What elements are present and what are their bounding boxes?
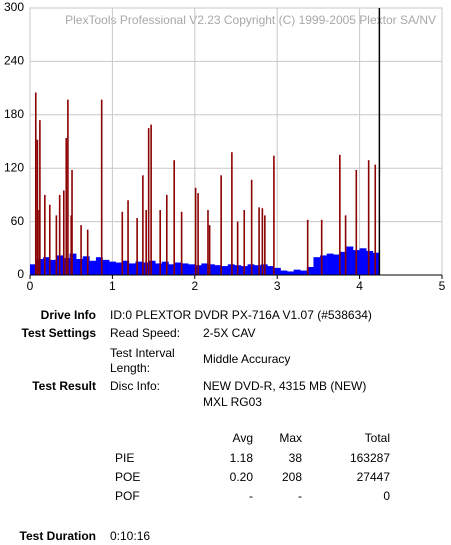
bar [273, 267, 281, 275]
bar [95, 257, 103, 275]
x-tick-label: 3 [274, 279, 281, 293]
bar [89, 260, 97, 275]
bar [280, 270, 288, 275]
bar [326, 253, 334, 275]
bar [359, 248, 367, 275]
bar [155, 263, 163, 275]
column-header: Max [279, 431, 302, 445]
bar [109, 261, 116, 275]
bar [102, 259, 110, 275]
y-tick-label: 180 [4, 107, 24, 121]
bar [135, 261, 143, 275]
watermark: PlexTools Professional V2.23 Copyright (… [65, 13, 436, 27]
column-header: Avg [232, 431, 253, 445]
cell: - [249, 489, 253, 503]
chart: PlexTools Professional V2.23 Copyright (… [4, 0, 446, 293]
label: Drive Info [40, 308, 96, 322]
bar [128, 263, 136, 275]
value: NEW DVD-R, 4315 MB (NEW) [203, 379, 367, 393]
bar [82, 256, 90, 275]
bar [201, 263, 209, 275]
bar [188, 264, 196, 275]
bar [175, 262, 182, 275]
bar [161, 261, 169, 275]
value: ID:0 PLEXTOR DVDR PX-716A V1.07 (#538634… [110, 308, 372, 322]
bar [122, 260, 130, 275]
value: 0:10:16 [110, 529, 151, 543]
bar [320, 255, 327, 275]
cell: 38 [288, 451, 302, 465]
row-label: POE [115, 470, 141, 484]
bar [168, 264, 176, 275]
y-tick-label: 0 [17, 267, 24, 281]
bar [313, 257, 321, 275]
value: MXL RG03 [203, 395, 262, 409]
key: Test Interval Length: [110, 346, 175, 375]
x-tick-label: 0 [27, 279, 34, 293]
bar [115, 262, 123, 275]
bar [346, 246, 354, 275]
bar [287, 271, 294, 275]
y-tick-label: 60 [11, 214, 25, 228]
bar [300, 270, 308, 275]
x-tick-label: 4 [356, 279, 363, 293]
bar [221, 266, 229, 275]
cell: 0.20 [229, 470, 253, 484]
bar [43, 257, 51, 275]
bar [333, 254, 341, 275]
bar [293, 269, 301, 275]
label: Test Duration [19, 529, 96, 543]
row-label: PIE [115, 451, 135, 465]
bar [49, 259, 57, 275]
x-tick-label: 5 [439, 279, 446, 293]
label: Test Settings [21, 326, 96, 340]
plot-area [29, 7, 443, 276]
key: Disc Info: [110, 379, 161, 393]
bar [267, 266, 275, 275]
value: 2-5X CAV [203, 326, 256, 340]
cell: 27447 [356, 470, 390, 484]
key: Read Speed: [110, 326, 181, 340]
cell: 208 [281, 470, 302, 484]
cell: - [298, 489, 302, 503]
column-header: Total [364, 431, 390, 445]
value: Middle Accuracy [203, 352, 291, 366]
bar [214, 265, 222, 275]
bar [366, 250, 374, 275]
bar [207, 264, 215, 275]
bar [339, 251, 347, 275]
y-tick-label: 240 [4, 54, 24, 68]
bar [181, 263, 189, 275]
cell: 0 [383, 489, 390, 503]
x-tick-label: 1 [109, 279, 116, 293]
bar [30, 264, 37, 275]
cell: 1.18 [229, 451, 253, 465]
bar [148, 260, 156, 275]
x-tick-label: 2 [191, 279, 198, 293]
row-label: POF [115, 489, 140, 503]
bar [76, 258, 84, 275]
bar [372, 252, 380, 275]
bar [69, 253, 77, 275]
y-tick-label: 120 [4, 160, 24, 174]
y-tick-label: 300 [4, 0, 24, 14]
label: Test Result [32, 379, 96, 393]
bar [254, 265, 262, 275]
bar [306, 266, 314, 275]
cell: 163287 [349, 451, 390, 465]
